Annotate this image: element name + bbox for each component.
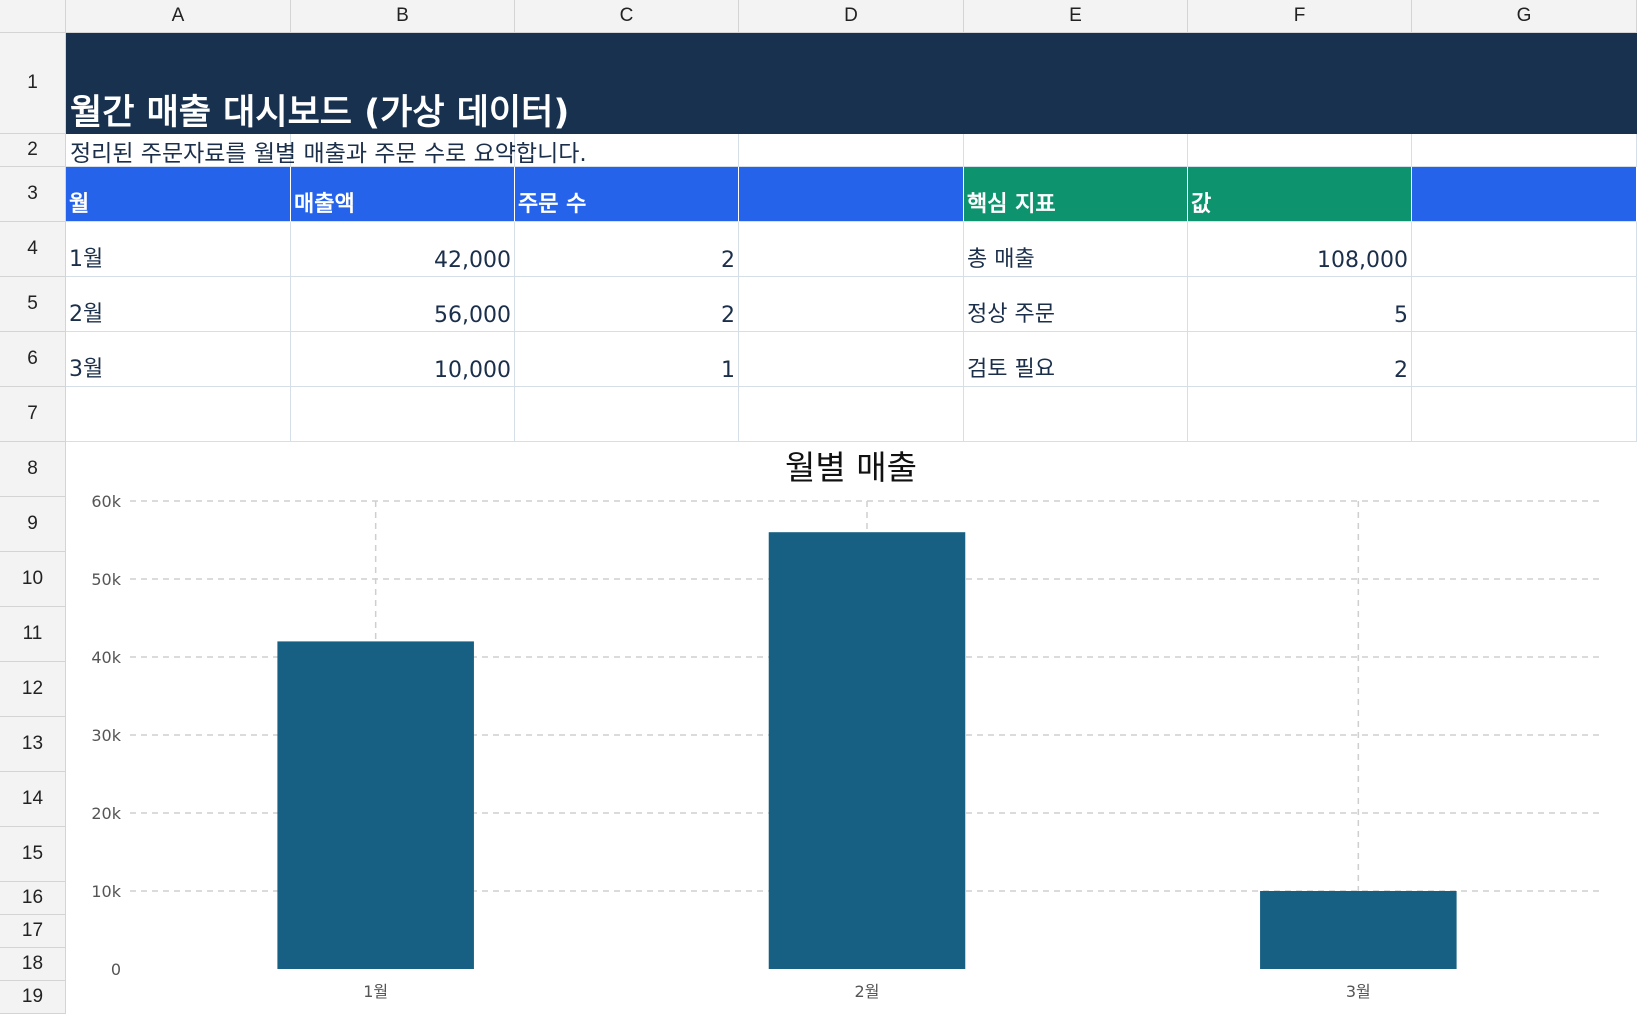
- cell-d4[interactable]: [739, 222, 964, 277]
- cell-g7[interactable]: [1412, 387, 1637, 442]
- row-header-12[interactable]: 12: [0, 662, 66, 717]
- row-header-13[interactable]: 13: [0, 717, 66, 772]
- cell-g5[interactable]: [1412, 277, 1637, 332]
- cell-kpi-metric[interactable]: 정상 주문: [964, 277, 1188, 332]
- header-kpi-metric[interactable]: 핵심 지표: [964, 167, 1188, 222]
- x-tick-label: 3월: [1346, 982, 1371, 1001]
- cell-f2[interactable]: [1188, 134, 1412, 167]
- cell-month[interactable]: 3월: [66, 332, 291, 387]
- cell-g2[interactable]: [1412, 134, 1637, 167]
- y-tick-label: 30k: [91, 726, 121, 745]
- x-tick-label: 2월: [855, 982, 880, 1001]
- cell-c2[interactable]: [515, 134, 739, 167]
- x-tick-label: 1월: [363, 982, 388, 1001]
- column-header-a[interactable]: A: [66, 0, 291, 33]
- cell-g6[interactable]: [1412, 332, 1637, 387]
- header-orders[interactable]: 주문 수: [515, 167, 739, 222]
- title-banner[interactable]: [66, 33, 1637, 134]
- sales-bar-chart[interactable]: 월별 매출 0 10k 20k 30k 40k 50k 60k 1월 2월 3월: [66, 442, 1637, 1014]
- chart-title: 월별 매출: [785, 448, 917, 487]
- column-header-g[interactable]: G: [1412, 0, 1637, 33]
- cell-sales[interactable]: 56,000: [291, 277, 515, 332]
- cell-a7[interactable]: [66, 387, 291, 442]
- cell-e2[interactable]: [964, 134, 1188, 167]
- cell-sales[interactable]: 10,000: [291, 332, 515, 387]
- cell-kpi-metric[interactable]: 총 매출: [964, 222, 1188, 277]
- cell-a2[interactable]: [66, 134, 291, 167]
- cell-d5[interactable]: [739, 277, 964, 332]
- cell-d6[interactable]: [739, 332, 964, 387]
- header-blank-d3[interactable]: [739, 167, 964, 222]
- row-header-9[interactable]: 9: [0, 497, 66, 552]
- bar-3: [1260, 891, 1457, 969]
- column-header-f[interactable]: F: [1188, 0, 1412, 33]
- y-tick-label: 0: [111, 960, 121, 979]
- cell-kpi-value[interactable]: 5: [1188, 277, 1412, 332]
- header-kpi-value[interactable]: 값: [1188, 167, 1412, 222]
- cell-d2[interactable]: [739, 134, 964, 167]
- row-header-3[interactable]: 3: [0, 167, 66, 222]
- select-all-corner[interactable]: [0, 0, 66, 33]
- cell-orders[interactable]: 2: [515, 277, 739, 332]
- y-tick-label: 20k: [91, 804, 121, 823]
- cell-sales[interactable]: 42,000: [291, 222, 515, 277]
- row-header-7[interactable]: 7: [0, 387, 66, 442]
- row-header-16[interactable]: 16: [0, 882, 66, 915]
- row-header-11[interactable]: 11: [0, 607, 66, 662]
- header-sales[interactable]: 매출액: [291, 167, 515, 222]
- row-header-14[interactable]: 14: [0, 772, 66, 827]
- y-tick-label: 60k: [91, 492, 121, 511]
- column-header-c[interactable]: C: [515, 0, 739, 33]
- cell-e7[interactable]: [964, 387, 1188, 442]
- y-tick-label: 10k: [91, 882, 121, 901]
- header-blank-g3[interactable]: [1412, 167, 1637, 222]
- sheet-title: 월간 매출 대시보드 (가상 데이터): [70, 93, 570, 133]
- row-header-18[interactable]: 18: [0, 948, 66, 981]
- cell-month[interactable]: 1월: [66, 222, 291, 277]
- cell-g4[interactable]: [1412, 222, 1637, 277]
- cell-kpi-metric[interactable]: 검토 필요: [964, 332, 1188, 387]
- row-header-5[interactable]: 5: [0, 277, 66, 332]
- cell-kpi-value[interactable]: 2: [1188, 332, 1412, 387]
- y-tick-label: 50k: [91, 570, 121, 589]
- y-tick-label: 40k: [91, 648, 121, 667]
- row-header-6[interactable]: 6: [0, 332, 66, 387]
- bar-2: [768, 532, 966, 969]
- row-header-17[interactable]: 17: [0, 915, 66, 948]
- row-header-15[interactable]: 15: [0, 827, 66, 882]
- cell-orders[interactable]: 2: [515, 222, 739, 277]
- cell-b7[interactable]: [291, 387, 515, 442]
- cell-month[interactable]: 2월: [66, 277, 291, 332]
- bar-1: [277, 641, 474, 969]
- cell-f7[interactable]: [1188, 387, 1412, 442]
- sheet-subtitle: 정리된 주문자료를 월별 매출과 주문 수로 요약합니다.: [70, 140, 587, 167]
- row-header-19[interactable]: 19: [0, 981, 66, 1014]
- row-header-4[interactable]: 4: [0, 222, 66, 277]
- column-header-b[interactable]: B: [291, 0, 515, 33]
- column-header-d[interactable]: D: [739, 0, 964, 33]
- row-header-2[interactable]: 2: [0, 134, 66, 167]
- cell-c7[interactable]: [515, 387, 739, 442]
- row-header-1[interactable]: 1: [0, 33, 66, 134]
- cell-orders[interactable]: 1: [515, 332, 739, 387]
- cell-b2[interactable]: [291, 134, 515, 167]
- header-month[interactable]: 월: [66, 167, 291, 222]
- row-header-8[interactable]: 8: [0, 442, 66, 497]
- chart-canvas: 월별 매출 0 10k 20k 30k 40k 50k 60k 1월 2월 3월: [91, 448, 1604, 1001]
- cell-d7[interactable]: [739, 387, 964, 442]
- cell-kpi-value[interactable]: 108,000: [1188, 222, 1412, 277]
- row-header-10[interactable]: 10: [0, 552, 66, 607]
- column-header-e[interactable]: E: [964, 0, 1188, 33]
